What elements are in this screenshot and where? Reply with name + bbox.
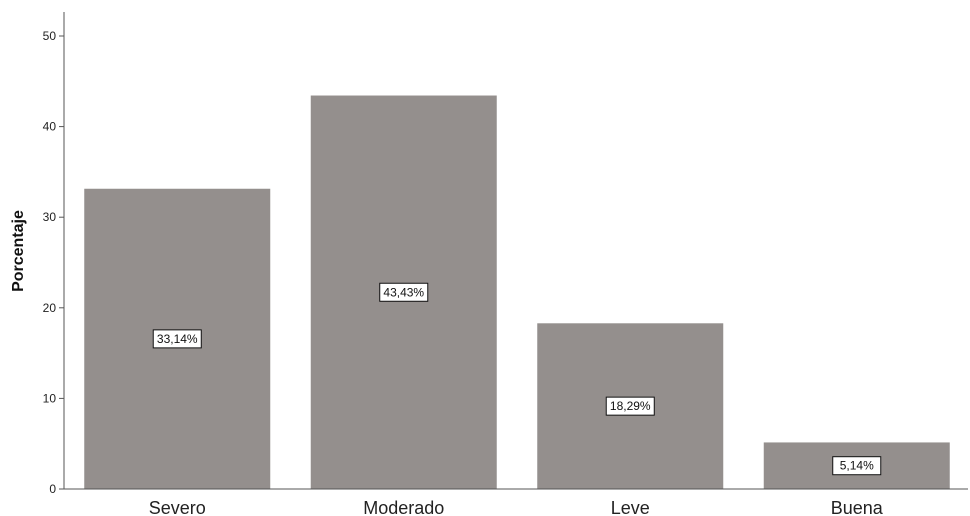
y-tick-label: 0	[49, 482, 56, 496]
bars	[84, 95, 950, 490]
data-label: 18,29%	[610, 399, 651, 413]
data-label-box	[379, 282, 429, 302]
data-labels: 33,14% 43,43% 18,29% 5,14%	[152, 282, 882, 476]
y-tick-label: 10	[43, 391, 57, 405]
y-tick-label: 40	[43, 120, 57, 134]
data-label: 33,14%	[157, 332, 198, 346]
x-tick-label: Severo	[149, 498, 206, 516]
data-label: 43,43%	[383, 285, 424, 299]
y-tick-label: 50	[43, 29, 57, 43]
y-axis-ticks: 0 10 20 30 40 50	[43, 29, 64, 496]
data-label-box	[832, 456, 882, 476]
y-axis-title: Porcentaje	[10, 210, 27, 292]
y-tick-label: 20	[43, 301, 57, 315]
x-tick-label: Buena	[831, 498, 884, 516]
y-tick-label: 30	[43, 210, 57, 224]
x-tick-label: Leve	[611, 498, 650, 516]
data-label-box	[605, 396, 655, 416]
data-label-box	[152, 329, 202, 349]
data-label: 5,14%	[840, 459, 874, 473]
x-tick-label: Moderado	[363, 498, 444, 516]
x-axis-labels: Severo Moderado Leve Buena	[149, 498, 884, 516]
